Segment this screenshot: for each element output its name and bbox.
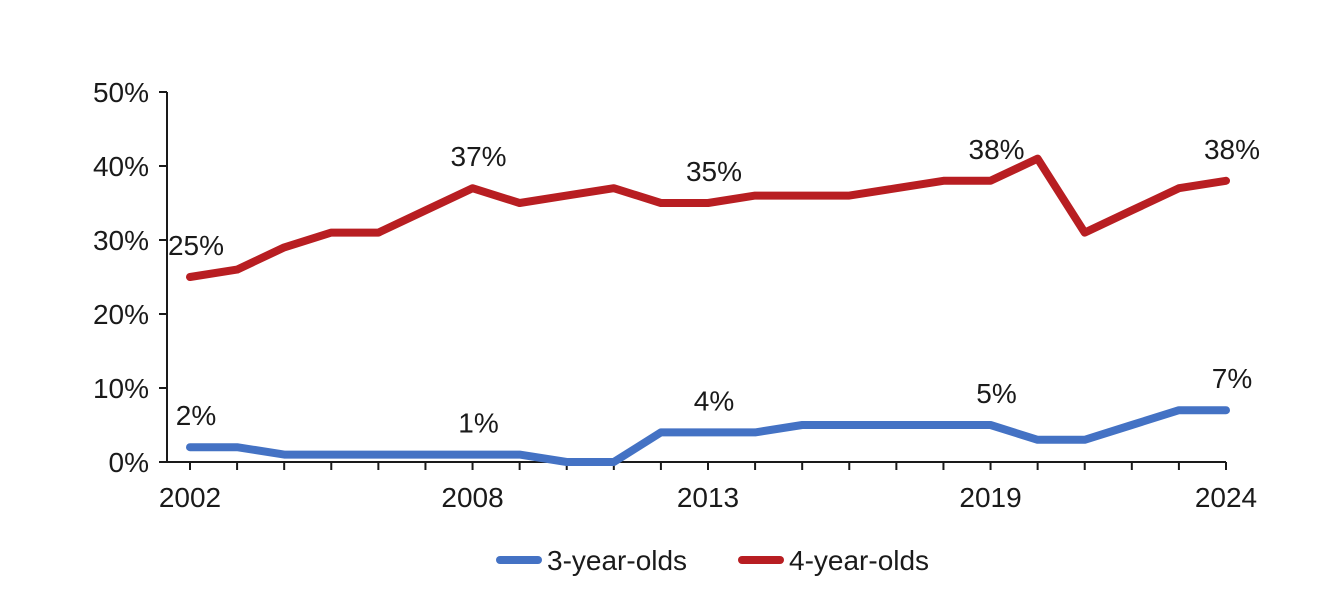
x-tick-label: 2008 — [441, 482, 503, 513]
data-label: 38% — [1204, 134, 1260, 165]
data-label: 35% — [686, 156, 742, 187]
series-line-2 — [186, 154, 1230, 281]
data-label: 2% — [176, 400, 216, 431]
legend-label: 4-year-olds — [789, 545, 929, 576]
data-labels: 2% 1% 4% 5% 7% 25% 37% 35% 38% 38% — [168, 134, 1260, 439]
y-tick-label: 0% — [109, 447, 149, 478]
series-lines — [186, 154, 1230, 466]
x-tick-label: 2024 — [1195, 482, 1257, 513]
legend: 3-year-olds 4-year-olds — [496, 545, 929, 576]
series-line-1 — [186, 406, 1230, 466]
x-tick-label: 2013 — [677, 482, 739, 513]
y-tick-label: 20% — [93, 299, 149, 330]
data-label: 37% — [451, 141, 507, 172]
data-label: 5% — [976, 378, 1016, 409]
y-tick-label: 50% — [93, 77, 149, 108]
x-tick-label: 2002 — [159, 482, 221, 513]
x-axis: 2002 2008 2013 2019 2024 — [159, 461, 1257, 513]
data-label: 7% — [1212, 363, 1252, 394]
y-axis: 0% 10% 20% 30% 40% 50% — [93, 77, 168, 478]
legend-label: 3-year-olds — [547, 545, 687, 576]
data-label: 1% — [458, 408, 498, 439]
y-tick-label: 30% — [93, 225, 149, 256]
data-label: 25% — [168, 230, 224, 261]
x-tick-label: 2019 — [959, 482, 1021, 513]
data-label: 38% — [969, 134, 1025, 165]
data-label: 4% — [694, 385, 734, 416]
y-tick-label: 10% — [93, 373, 149, 404]
y-tick-label: 40% — [93, 151, 149, 182]
